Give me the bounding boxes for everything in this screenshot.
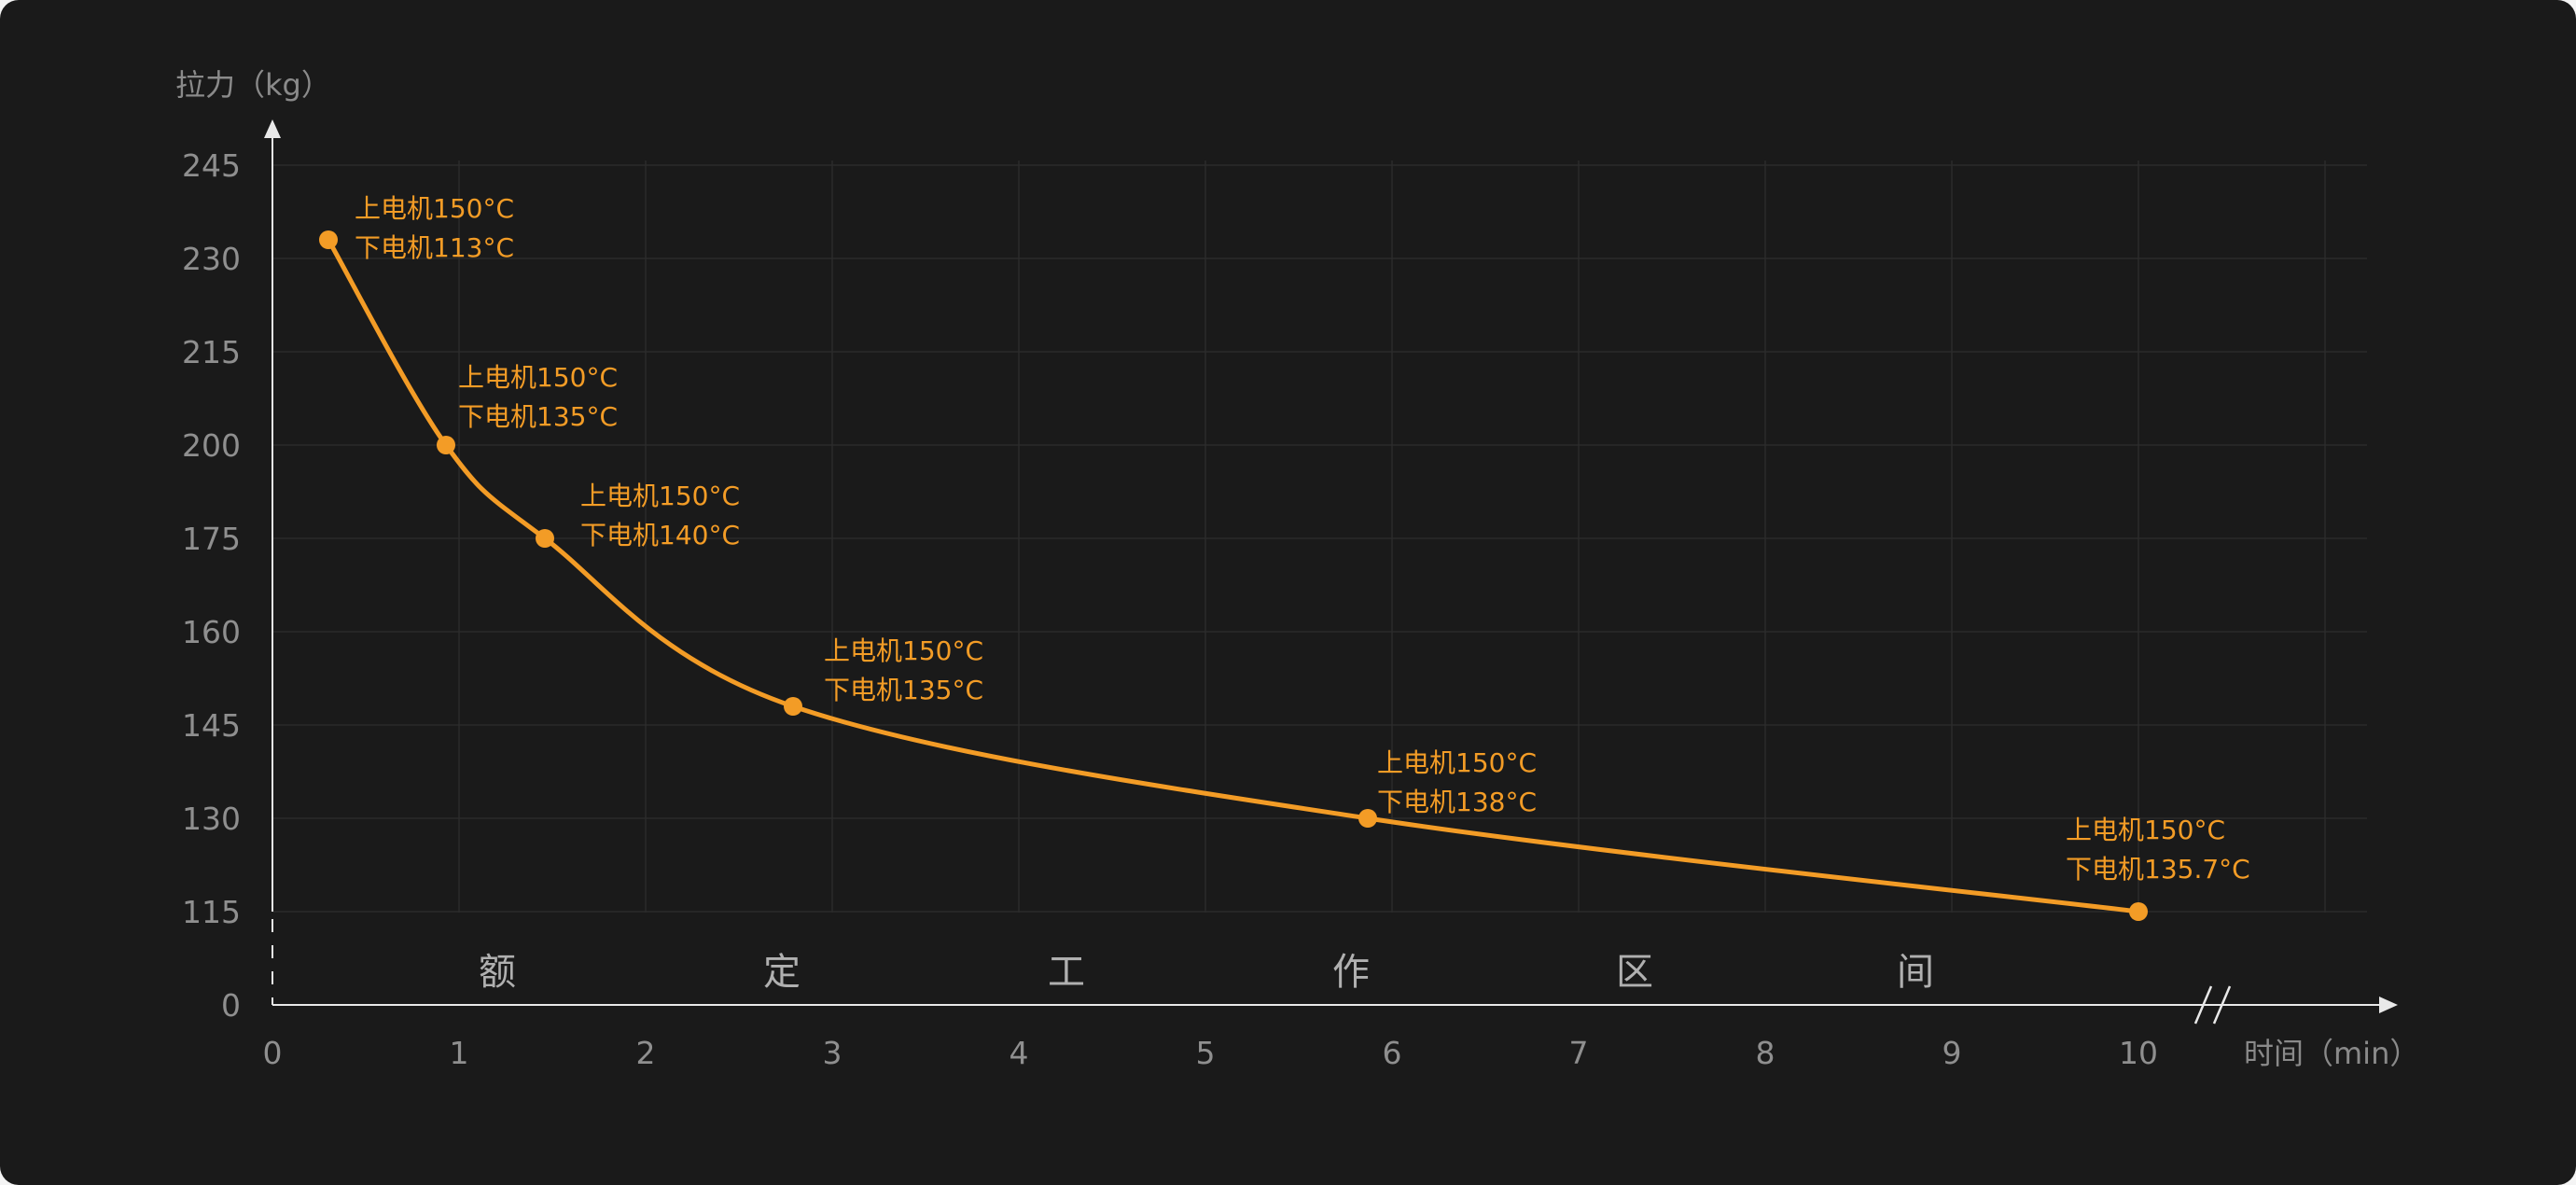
y-tick-label: 145 <box>182 707 241 744</box>
point-label-lower: 下电机135°C <box>824 675 983 705</box>
band-label-char: 作 <box>1332 951 1370 994</box>
data-point <box>1358 809 1377 828</box>
grid-lines <box>272 160 2367 913</box>
y-tick-label: 200 <box>182 427 241 464</box>
x-tick-label: 8 <box>1756 1035 1775 1071</box>
data-point <box>536 529 554 548</box>
x-axis-break-mark <box>2212 985 2232 1025</box>
x-tick-label: 10 <box>2119 1035 2158 1071</box>
axes <box>264 119 2398 1025</box>
y-tick-label: 245 <box>182 147 241 184</box>
y-tick-label: 0 <box>221 987 241 1024</box>
data-point <box>2129 902 2148 921</box>
x-tick-label: 9 <box>1942 1035 1962 1071</box>
x-tick-label: 7 <box>1569 1035 1589 1071</box>
point-label-upper: 上电机150°C <box>1377 747 1537 778</box>
point-label-lower: 下电机140°C <box>580 520 740 551</box>
x-axis-title: 时间（min） <box>2244 1036 2419 1071</box>
series-curve <box>326 237 2141 914</box>
band-label-char: 额 <box>479 951 516 994</box>
point-label-lower: 下电机138°C <box>1377 787 1537 817</box>
band-label-char: 区 <box>1616 951 1653 994</box>
point-label-lower: 下电机135°C <box>458 401 618 432</box>
point-label-lower: 下电机113°C <box>355 232 514 263</box>
tick-labels: 0 115 130 145 160 175 200 215 230 245 0 1 2 3 4 5 6 7 8 9 10… <box>175 67 2419 1071</box>
y-tick-label: 175 <box>182 521 241 557</box>
point-label-lower: 下电机135.7°C <box>2066 854 2250 885</box>
x-tick-label: 4 <box>1010 1035 1029 1071</box>
x-tick-label: 3 <box>823 1035 842 1071</box>
x-tick-label: 5 <box>1196 1035 1216 1071</box>
data-points <box>319 230 2148 921</box>
data-annotations: 上电机150°C 下电机113°C 上电机150°C 下电机135°C 上电机150°C… <box>355 193 2250 885</box>
data-point <box>784 697 802 716</box>
band-label-char: 定 <box>763 951 801 994</box>
band-label-char: 工 <box>1048 951 1085 994</box>
y-tick-label: 230 <box>182 241 241 277</box>
point-label-upper: 上电机150°C <box>824 635 983 666</box>
x-axis-break-mark <box>2193 985 2213 1025</box>
y-tick-label: 160 <box>182 614 241 650</box>
y-axis-arrow <box>264 119 281 138</box>
x-tick-label: 0 <box>263 1035 283 1071</box>
point-label-upper: 上电机150°C <box>458 362 618 393</box>
y-axis-title: 拉力（kg） <box>175 67 331 103</box>
x-tick-label: 1 <box>450 1035 469 1071</box>
x-tick-label: 6 <box>1383 1035 1402 1071</box>
point-label-upper: 上电机150°C <box>580 481 740 511</box>
x-axis-arrow <box>2379 997 2398 1013</box>
y-tick-label: 115 <box>182 894 241 930</box>
point-label-upper: 上电机150°C <box>355 193 514 224</box>
x-tick-label: 2 <box>636 1035 656 1071</box>
point-label-upper: 上电机150°C <box>2066 815 2225 845</box>
y-tick-label: 130 <box>182 801 241 837</box>
y-tick-label: 215 <box>182 334 241 370</box>
data-point <box>437 436 455 454</box>
band-label-char: 间 <box>1897 951 1934 994</box>
data-point <box>319 230 338 249</box>
band-labels: 额定工作区间 <box>479 951 1934 994</box>
